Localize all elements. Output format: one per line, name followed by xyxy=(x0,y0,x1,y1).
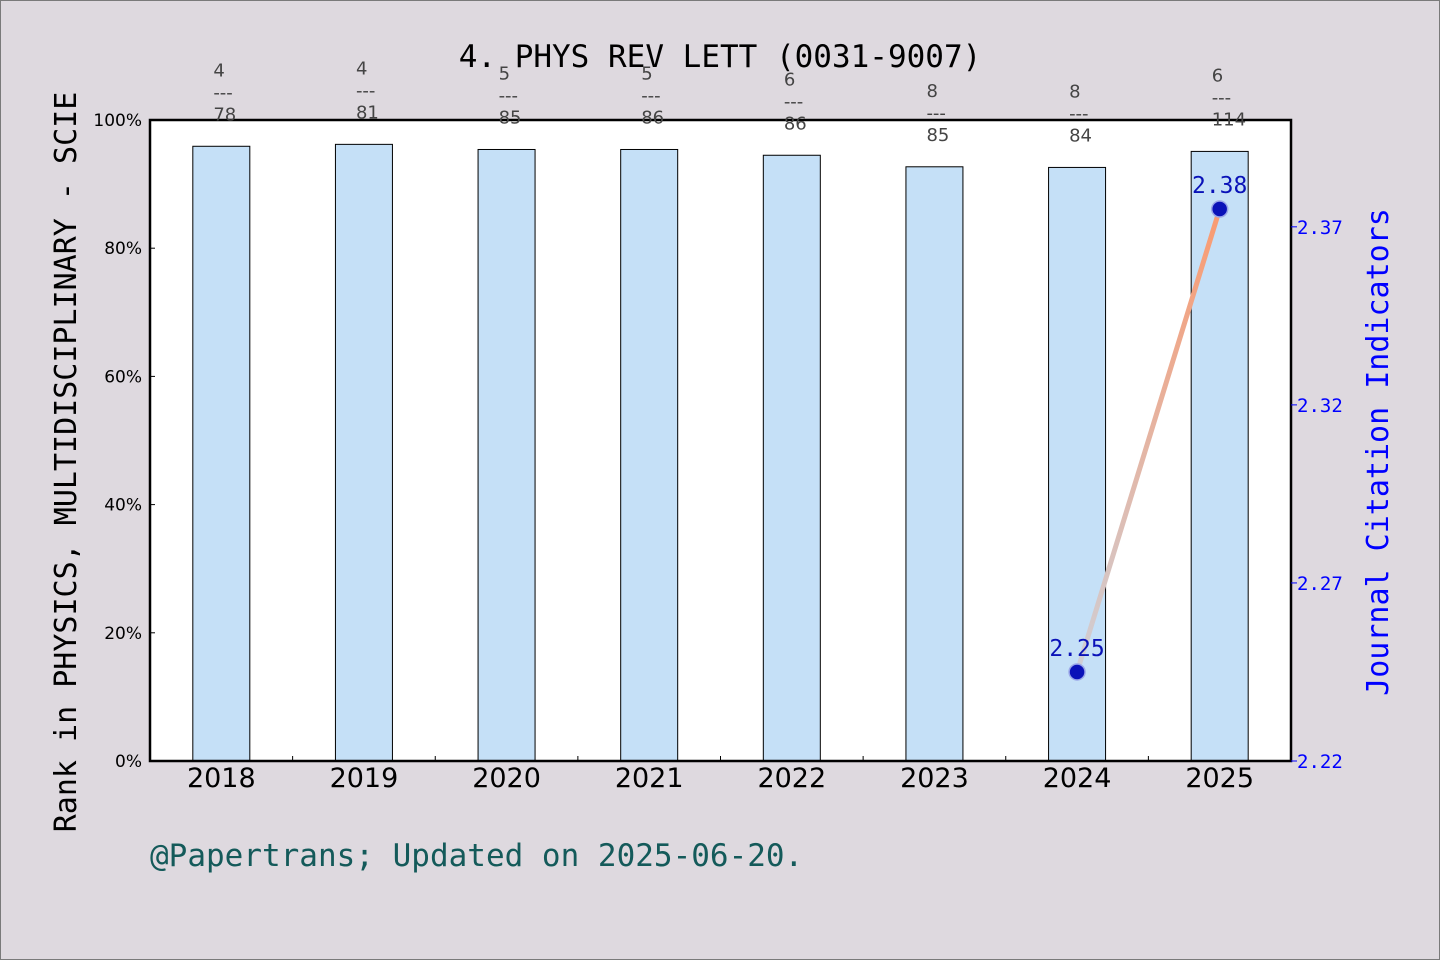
jci-point-2024 xyxy=(1068,663,1086,681)
x-tick-label: 2023 xyxy=(900,763,969,794)
rank-label-total: 114 xyxy=(1212,109,1246,130)
rank-label-sep: --- xyxy=(784,91,804,112)
x-tick-label: 2022 xyxy=(757,763,826,794)
y2-axis-label: Journal Citation Indicators xyxy=(1361,208,1396,696)
rank-label-total: 78 xyxy=(213,104,236,125)
rank-label-rank: 4 xyxy=(213,60,224,81)
footer-credit: @Papertrans; Updated on 2025-06-20. xyxy=(150,838,803,874)
rank-label-sep: --- xyxy=(356,80,376,101)
jci-value-label: 2.38 xyxy=(1192,173,1247,199)
rank-label-total: 86 xyxy=(784,113,807,134)
rank-label-total: 84 xyxy=(1069,125,1092,146)
y-tick-label: 20% xyxy=(104,624,142,644)
line-series-group: 2.25 2.38 xyxy=(1049,173,1247,681)
y2-ticks-group: 2.22 2.27 2.32 2.37 xyxy=(1291,217,1343,773)
y-tick-label: 40% xyxy=(104,496,142,516)
rank-label-total: 81 xyxy=(356,102,379,123)
y-tick-label: 100% xyxy=(93,111,142,131)
x-tick-label: 2019 xyxy=(330,763,399,794)
bar-2025 xyxy=(1190,150,1249,762)
bar-2018 xyxy=(192,145,251,762)
x-tick-label: 2021 xyxy=(615,763,684,794)
y2-tick-label: 2.37 xyxy=(1297,217,1343,239)
bar-2024 xyxy=(1048,166,1107,762)
rank-label-rank: 5 xyxy=(499,63,510,84)
rank-label-sep: --- xyxy=(641,85,661,106)
rank-label-sep: --- xyxy=(1212,87,1232,108)
jci-line xyxy=(1074,206,1223,675)
rank-label-sep: --- xyxy=(213,82,233,103)
rank-label-sep: --- xyxy=(926,103,946,124)
bar-2022 xyxy=(762,154,821,762)
y-tick-label: 0% xyxy=(115,752,142,772)
y2-tick-label: 2.32 xyxy=(1297,395,1343,417)
x-tick-label: 2025 xyxy=(1185,763,1254,794)
rank-label-sep: --- xyxy=(1069,103,1089,124)
rank-label-total: 86 xyxy=(641,107,664,128)
rank-label-rank: 4 xyxy=(356,58,367,79)
rank-label-rank: 6 xyxy=(1212,65,1223,86)
rank-label-rank: 8 xyxy=(926,81,937,102)
rank-label-total: 85 xyxy=(926,125,949,146)
jci-point-2025 xyxy=(1210,200,1229,218)
y-axis-label: Rank in PHYSICS, MULTIDISCIPLINARY - SCI… xyxy=(49,92,84,833)
y2-tick-label: 2.27 xyxy=(1297,573,1343,595)
y-ticks-group: 0% 20% 40% 60% 80% 100% xyxy=(93,111,155,772)
rank-label-rank: 8 xyxy=(1069,81,1080,102)
bar-2019 xyxy=(334,143,393,762)
x-tick-label: 2024 xyxy=(1043,763,1112,794)
rank-label-total: 85 xyxy=(499,107,522,128)
y2-tick-label: 2.22 xyxy=(1297,751,1343,773)
y-tick-label: 80% xyxy=(104,239,142,259)
chart-title: 4. PHYS REV LETT (0031-9007) xyxy=(459,39,982,75)
bar-2021 xyxy=(620,148,679,762)
x-tick-label: 2020 xyxy=(472,763,541,794)
x-tick-label: 2018 xyxy=(187,763,256,794)
rank-label-rank: 6 xyxy=(784,69,795,90)
bar-2020 xyxy=(477,148,536,762)
jci-value-label: 2.25 xyxy=(1049,636,1104,662)
y-tick-label: 60% xyxy=(104,367,142,387)
bar-2023 xyxy=(905,166,964,762)
rank-labels-group: 4---784---815---855---866---868---858---… xyxy=(213,58,1246,146)
rank-label-rank: 5 xyxy=(641,63,652,84)
x-ticks-group: 2018 2019 2020 2021 2022 2023 2024 2025 xyxy=(187,756,1254,794)
rank-label-sep: --- xyxy=(499,85,519,106)
plot-area xyxy=(150,120,1291,761)
